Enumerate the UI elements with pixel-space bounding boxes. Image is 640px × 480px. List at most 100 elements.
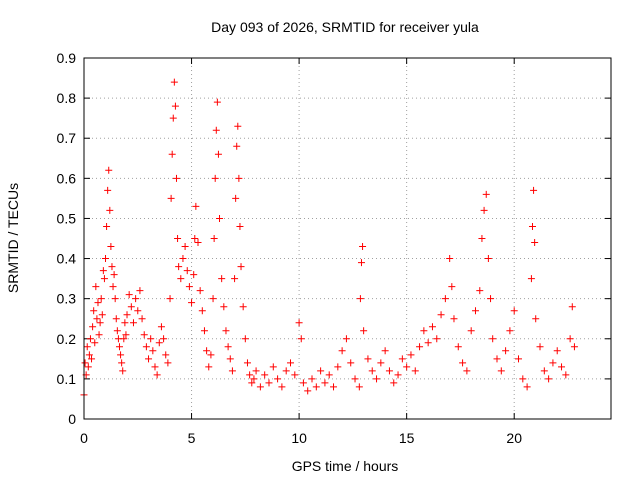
data-point	[188, 299, 196, 307]
data-point	[107, 243, 115, 251]
data-point	[437, 311, 445, 319]
data-point	[91, 339, 99, 347]
data-point	[231, 275, 239, 283]
data-point	[471, 307, 479, 315]
grid-layer	[84, 58, 611, 419]
x-tick-label: 0	[80, 430, 88, 446]
data-point	[523, 383, 531, 391]
y-tick-label: 0.8	[57, 90, 77, 106]
data-point	[246, 371, 254, 379]
data-point	[441, 295, 449, 303]
data-point	[222, 327, 230, 335]
data-point	[86, 335, 94, 343]
data-point	[424, 339, 432, 347]
data-point	[237, 263, 245, 271]
data-point	[540, 367, 548, 375]
data-point	[127, 303, 135, 311]
data-point	[181, 243, 189, 251]
data-point	[558, 363, 566, 371]
data-point	[111, 295, 119, 303]
data-point	[172, 174, 180, 182]
data-point	[108, 263, 116, 271]
data-point	[482, 190, 490, 198]
data-point	[122, 331, 130, 339]
data-point	[321, 379, 329, 387]
data-point	[256, 383, 264, 391]
data-point	[566, 335, 574, 343]
data-point	[123, 311, 131, 319]
data-point	[338, 347, 346, 355]
data-point	[175, 263, 183, 271]
y-tick-label: 0.3	[57, 291, 77, 307]
data-point	[489, 335, 497, 343]
data-point	[104, 186, 112, 194]
data-point	[433, 335, 441, 343]
data-point	[243, 359, 251, 367]
data-point	[236, 222, 244, 230]
data-point	[200, 327, 208, 335]
data-point	[420, 327, 428, 335]
data-point	[364, 355, 372, 363]
data-point	[325, 371, 333, 379]
y-tick-label: 0	[68, 411, 76, 427]
data-point	[157, 323, 165, 331]
data-point	[191, 235, 199, 242]
data-point	[196, 287, 204, 295]
data-point	[261, 371, 269, 379]
data-point	[342, 335, 350, 343]
data-point	[85, 351, 93, 359]
data-point	[411, 367, 419, 375]
data-point	[92, 283, 100, 291]
data-point	[88, 355, 96, 363]
data-point	[562, 371, 570, 379]
data-point	[532, 315, 540, 323]
data-point	[297, 335, 305, 343]
data-point	[299, 379, 307, 387]
data-point	[142, 343, 150, 351]
data-point	[235, 174, 243, 182]
data-point	[205, 363, 213, 371]
data-point	[171, 102, 179, 110]
data-point	[99, 267, 107, 275]
data-point	[149, 347, 157, 355]
data-point	[174, 235, 182, 242]
data-point	[510, 307, 518, 315]
data-point	[98, 311, 106, 319]
data-point	[403, 363, 411, 371]
data-point	[109, 283, 117, 291]
data-point	[145, 355, 153, 363]
data-point	[463, 367, 471, 375]
data-point	[106, 206, 114, 214]
data-point	[218, 275, 226, 283]
x-tick-label: 5	[188, 430, 196, 446]
data-point	[198, 307, 206, 315]
data-point	[568, 303, 576, 311]
data-point	[169, 114, 177, 122]
data-point	[355, 383, 363, 391]
data-point	[407, 351, 415, 359]
data-point	[105, 166, 113, 174]
data-point	[132, 295, 140, 303]
data-point	[83, 343, 91, 351]
data-point	[570, 343, 578, 351]
data-point	[241, 335, 249, 343]
data-point	[93, 315, 101, 323]
data-point	[97, 295, 105, 303]
y-tick-label: 0.9	[57, 50, 77, 66]
x-axis-label: GPS time / hours	[292, 458, 399, 474]
data-point	[185, 283, 193, 291]
data-point	[81, 359, 89, 367]
data-point	[478, 235, 486, 242]
data-point	[224, 343, 232, 351]
data-point	[120, 335, 128, 343]
data-point	[536, 343, 544, 351]
data-point	[209, 295, 217, 303]
data-point	[312, 383, 320, 391]
data-point	[454, 343, 462, 351]
data-point	[136, 287, 144, 295]
data-point	[213, 98, 221, 106]
data-point	[368, 367, 376, 375]
data-point	[194, 239, 202, 247]
data-point	[110, 271, 118, 279]
data-point	[232, 194, 240, 202]
